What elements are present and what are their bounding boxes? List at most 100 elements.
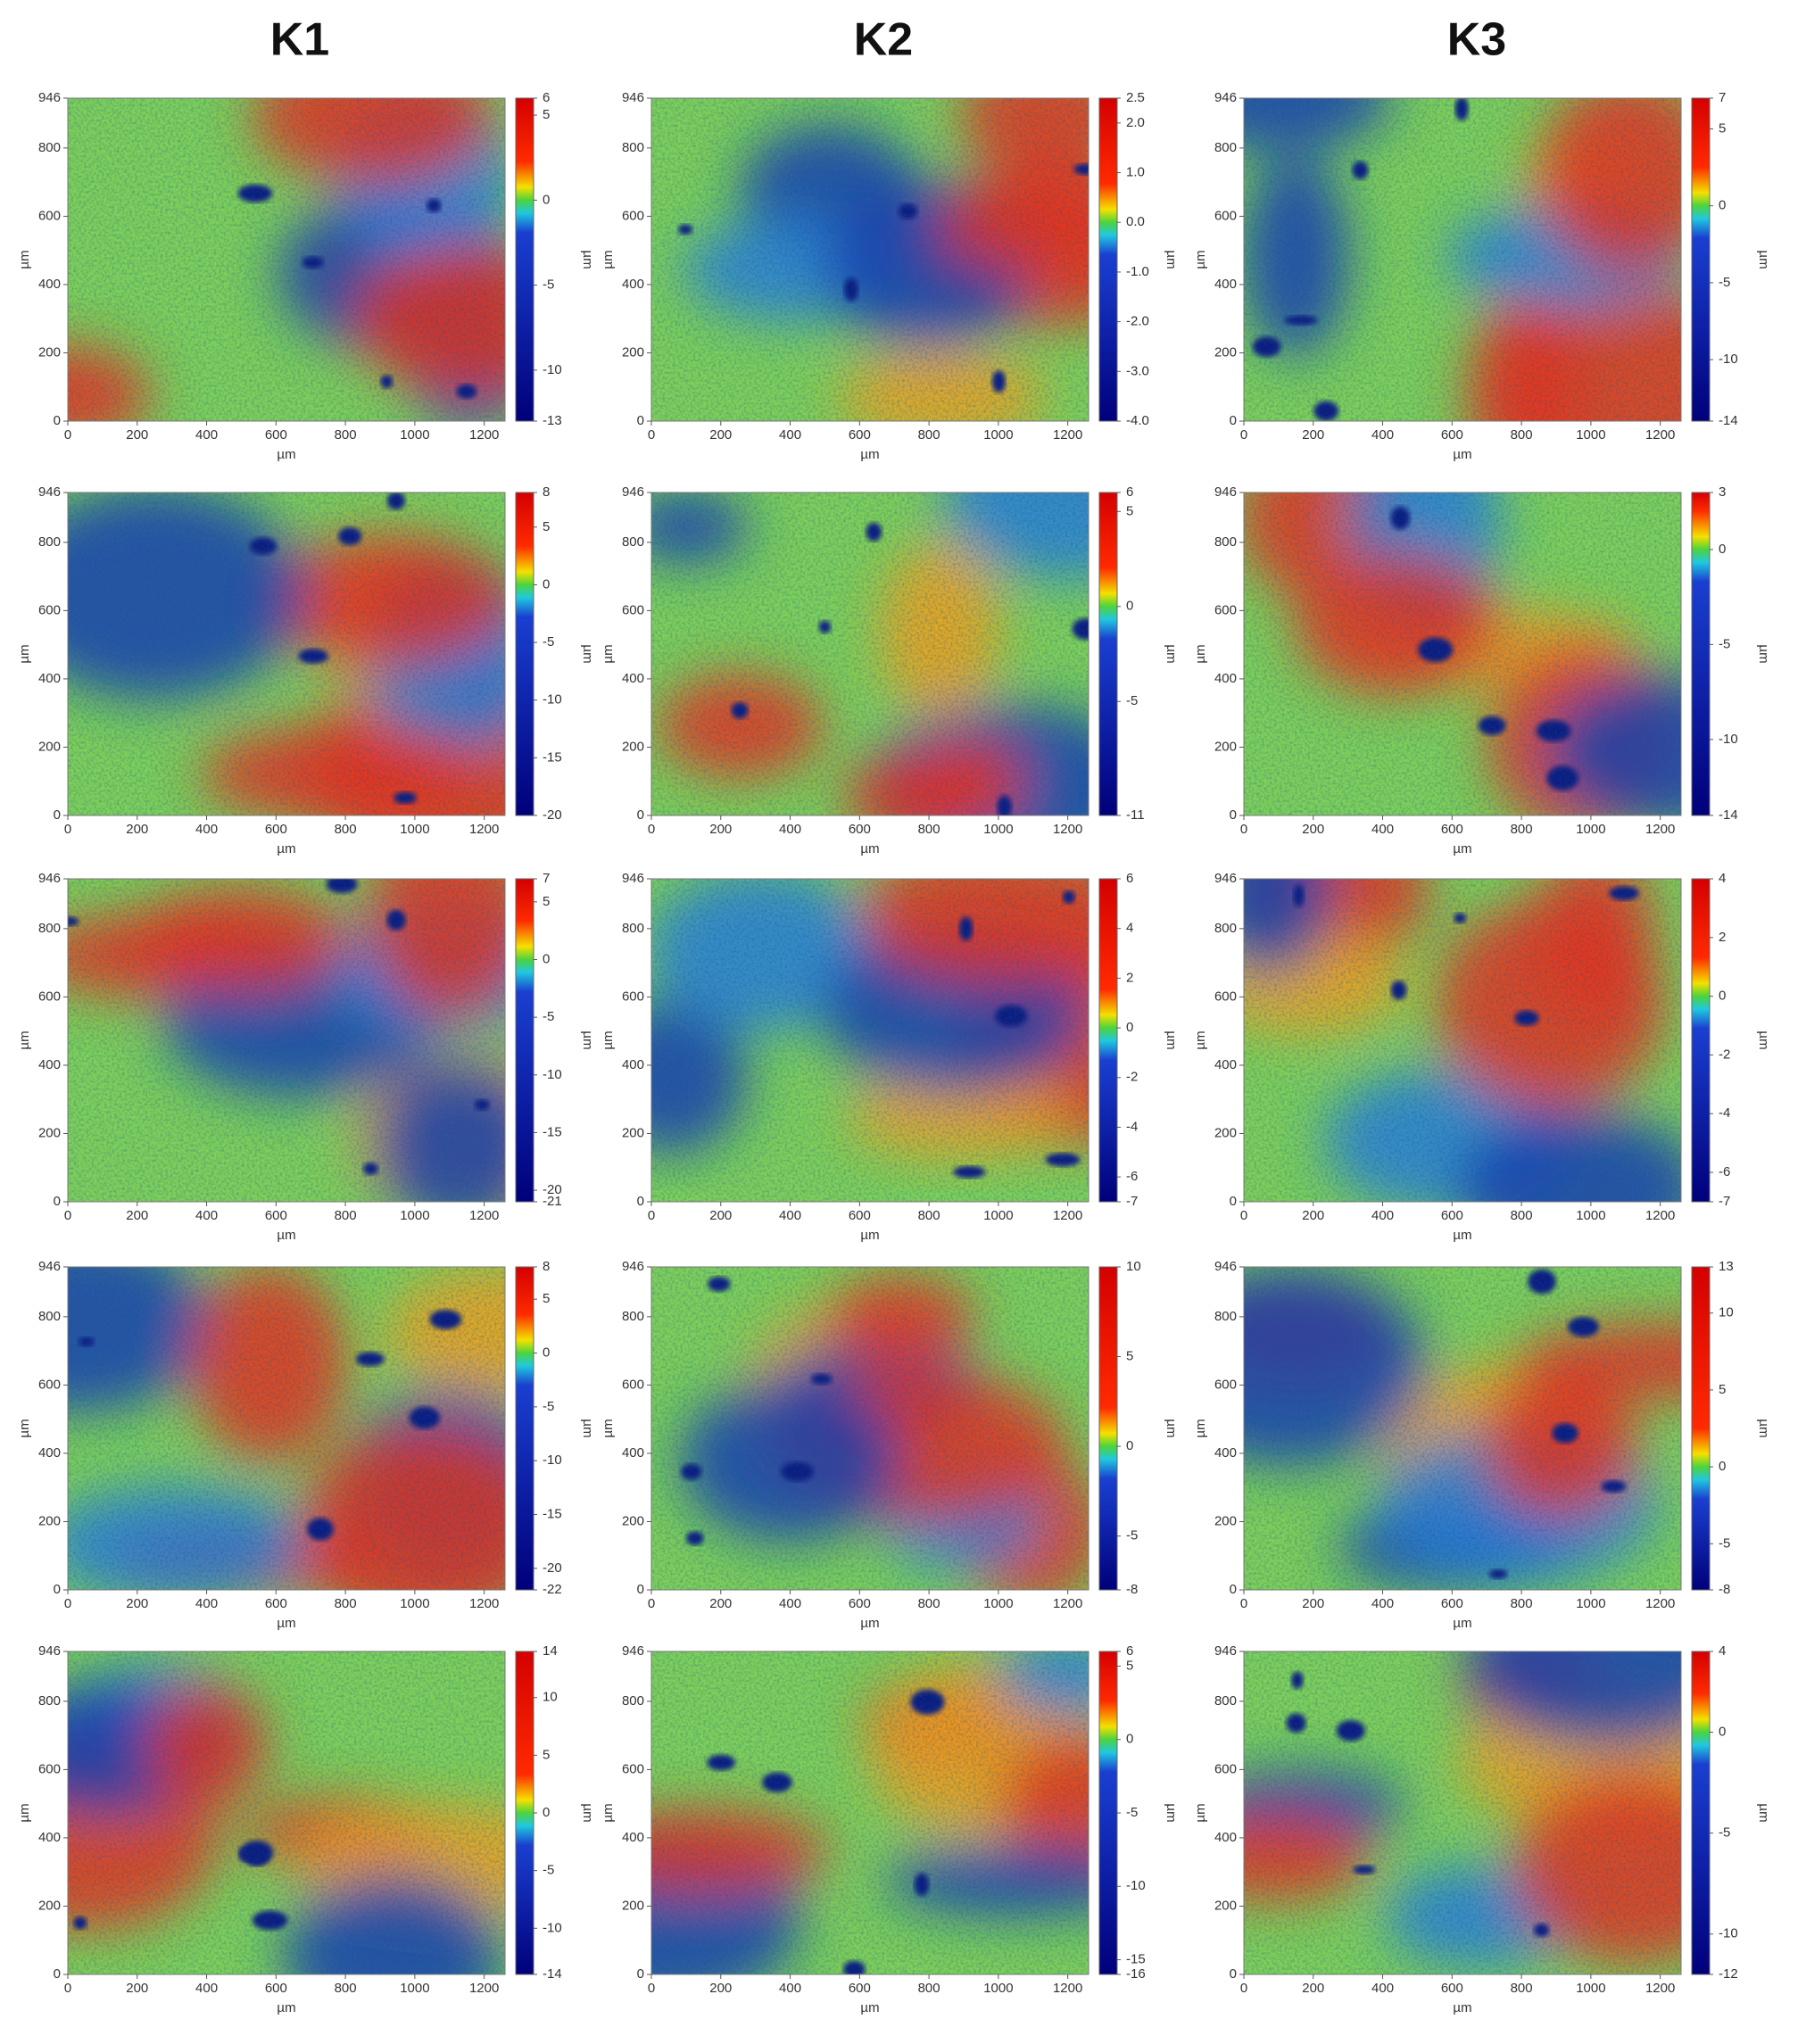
colorbar-tick-label: -10 — [1126, 1878, 1146, 1893]
y-tick-label: 800 — [622, 140, 644, 155]
colorbar-tick-label: -15 — [543, 1124, 562, 1139]
plot-frame — [67, 1651, 506, 1975]
y-tick-label: 600 — [38, 208, 61, 223]
colorbar-tick-label: -15 — [543, 1507, 562, 1522]
panel: 0 200 400 600 800 1000 1200 0 200 400 600 800 946 µm µ… — [601, 90, 1179, 462]
y-tick-label: 400 — [622, 277, 644, 292]
x-tick-label: 1000 — [983, 822, 1013, 837]
x-axis-label: µm — [1453, 2000, 1471, 2015]
x-tick-label: 800 — [918, 1596, 940, 1611]
colorbar — [1691, 1266, 1711, 1591]
y-tick-label: 0 — [54, 1194, 61, 1209]
x-tick-label: 1200 — [469, 1208, 499, 1223]
colorbar-tick-label: 4 — [1719, 871, 1726, 886]
y-tick-label: 800 — [1214, 140, 1237, 155]
x-tick-label: 200 — [126, 427, 148, 443]
y-tick-label: 600 — [622, 1761, 644, 1776]
colorbar-tick-label: 0 — [1719, 1724, 1726, 1739]
x-tick-label: 600 — [849, 1208, 871, 1223]
y-tick-label: 600 — [622, 208, 644, 223]
colorbar-tick-label: 0 — [1719, 1459, 1726, 1474]
colorbar-label: µm — [1756, 1030, 1771, 1049]
colorbar-tick-label: -15 — [543, 749, 562, 765]
colorbar-tick-label: -2 — [1719, 1047, 1730, 1062]
x-tick-label: 1200 — [469, 1981, 499, 1996]
colorbar-tick-label: -4.0 — [1126, 413, 1149, 428]
y-tick-label: 946 — [1214, 871, 1237, 886]
panel: 0 200 400 600 800 1000 1200 0 200 400 600 800 946 µm µ… — [17, 90, 595, 462]
x-tick-label: 600 — [849, 822, 871, 837]
x-tick-label: 600 — [1441, 427, 1463, 443]
panel: 0 200 400 600 800 1000 1200 0 200 400 600 800 946 µm µ… — [601, 1259, 1179, 1631]
panel: 0 200 400 600 800 1000 1200 0 200 400 600 800 946 µm µ… — [17, 484, 595, 856]
colorbar — [1691, 1651, 1711, 1975]
x-tick-label: 800 — [335, 427, 357, 443]
x-tick-label: 800 — [1511, 822, 1533, 837]
y-tick-label: 946 — [1214, 484, 1237, 500]
colorbar-tick-label: 0 — [1719, 198, 1726, 213]
colorbar — [515, 1266, 534, 1591]
x-tick-label: 1000 — [1576, 427, 1605, 443]
y-tick-label: 800 — [1214, 921, 1237, 936]
y-axis-label: µm — [601, 1803, 616, 1822]
x-tick-label: 600 — [265, 1596, 287, 1611]
x-axis-label: µm — [277, 1228, 295, 1243]
plot-frame — [1243, 492, 1682, 816]
plot-frame — [1243, 1266, 1682, 1591]
x-tick-label: 0 — [648, 822, 655, 837]
colorbar-label: µm — [580, 1419, 595, 1437]
y-tick-label: 0 — [1230, 1966, 1237, 1982]
panel: 0 200 400 600 800 1000 1200 0 200 400 600 800 946 µm µ… — [17, 1259, 595, 1631]
x-tick-label: 1000 — [400, 427, 429, 443]
colorbar-tick-label: -1.0 — [1126, 264, 1149, 279]
y-tick-label: 800 — [38, 921, 61, 936]
y-axis-label: µm — [601, 1030, 616, 1049]
colorbar-tick-label: -5 — [543, 1009, 554, 1024]
colorbar-tick-label: -20 — [543, 1182, 562, 1197]
x-tick-label: 600 — [849, 427, 871, 443]
x-tick-label: 0 — [64, 822, 71, 837]
colorbar-tick-label: -5 — [1126, 693, 1138, 708]
x-tick-label: 1200 — [1053, 822, 1082, 837]
x-tick-label: 200 — [709, 822, 732, 837]
y-tick-label: 0 — [1230, 1582, 1237, 1597]
colorbar — [1691, 492, 1711, 816]
x-tick-label: 1000 — [400, 1208, 429, 1223]
colorbar-tick-label: -21 — [543, 1194, 562, 1209]
surface-map — [651, 879, 1089, 1202]
y-axis-label: µm — [601, 644, 616, 663]
colorbar-tick-label: 5 — [1719, 120, 1726, 136]
colorbar-tick-label: 4 — [1719, 1643, 1726, 1659]
x-axis-label: µm — [277, 2000, 295, 2015]
colorbar-tick-label: -5 — [543, 1399, 554, 1414]
x-tick-label: 0 — [648, 1208, 655, 1223]
y-tick-label: 946 — [622, 90, 644, 105]
colorbar-label: µm — [1164, 1419, 1179, 1437]
y-tick-label: 200 — [38, 344, 61, 360]
colorbar-tick-label: 7 — [1719, 90, 1726, 105]
y-tick-label: 0 — [637, 1582, 644, 1597]
colorbar-tick-label: 5 — [543, 519, 550, 534]
colorbar-tick-label: -5 — [543, 277, 554, 293]
y-tick-label: 400 — [622, 1057, 644, 1072]
x-tick-label: 1000 — [400, 1981, 429, 1996]
y-tick-label: 946 — [622, 1259, 644, 1274]
colorbar-tick-label: 0 — [1719, 542, 1726, 557]
y-tick-label: 200 — [622, 1513, 644, 1528]
y-tick-label: 200 — [1214, 1898, 1237, 1913]
colorbar-tick-label: 6 — [1126, 484, 1133, 500]
x-tick-label: 0 — [648, 1596, 655, 1611]
colorbar-tick-label: -14 — [543, 1966, 562, 1982]
x-tick-label: 1000 — [400, 1596, 429, 1611]
colorbar — [515, 878, 534, 1203]
y-tick-label: 400 — [1214, 1830, 1237, 1845]
y-tick-label: 800 — [38, 1309, 61, 1324]
y-tick-label: 946 — [1214, 90, 1237, 105]
colorbar-tick-label: -4 — [1126, 1119, 1138, 1134]
panel: 0 200 400 600 800 1000 1200 0 200 400 600 800 946 µm µ… — [601, 871, 1179, 1243]
x-tick-label: 0 — [1240, 822, 1247, 837]
surface-map — [651, 492, 1089, 815]
y-tick-label: 200 — [38, 739, 61, 754]
colorbar-tick-label: -5 — [1719, 1535, 1730, 1551]
colorbar-tick-label: -10 — [1719, 732, 1738, 747]
